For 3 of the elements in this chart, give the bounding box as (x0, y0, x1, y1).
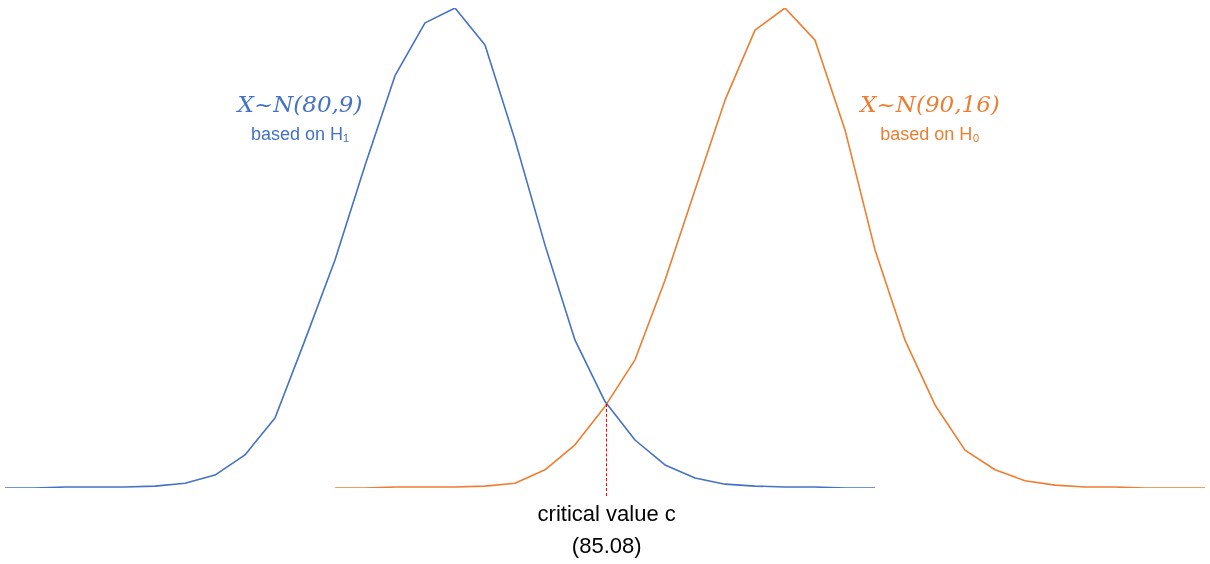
series-label: X~N(80,9) based on H₁ (235, 90, 363, 144)
series-label: X~N(90,16) based on H₀ (858, 90, 1000, 144)
text: critical value c (85.08) (537, 501, 676, 559)
